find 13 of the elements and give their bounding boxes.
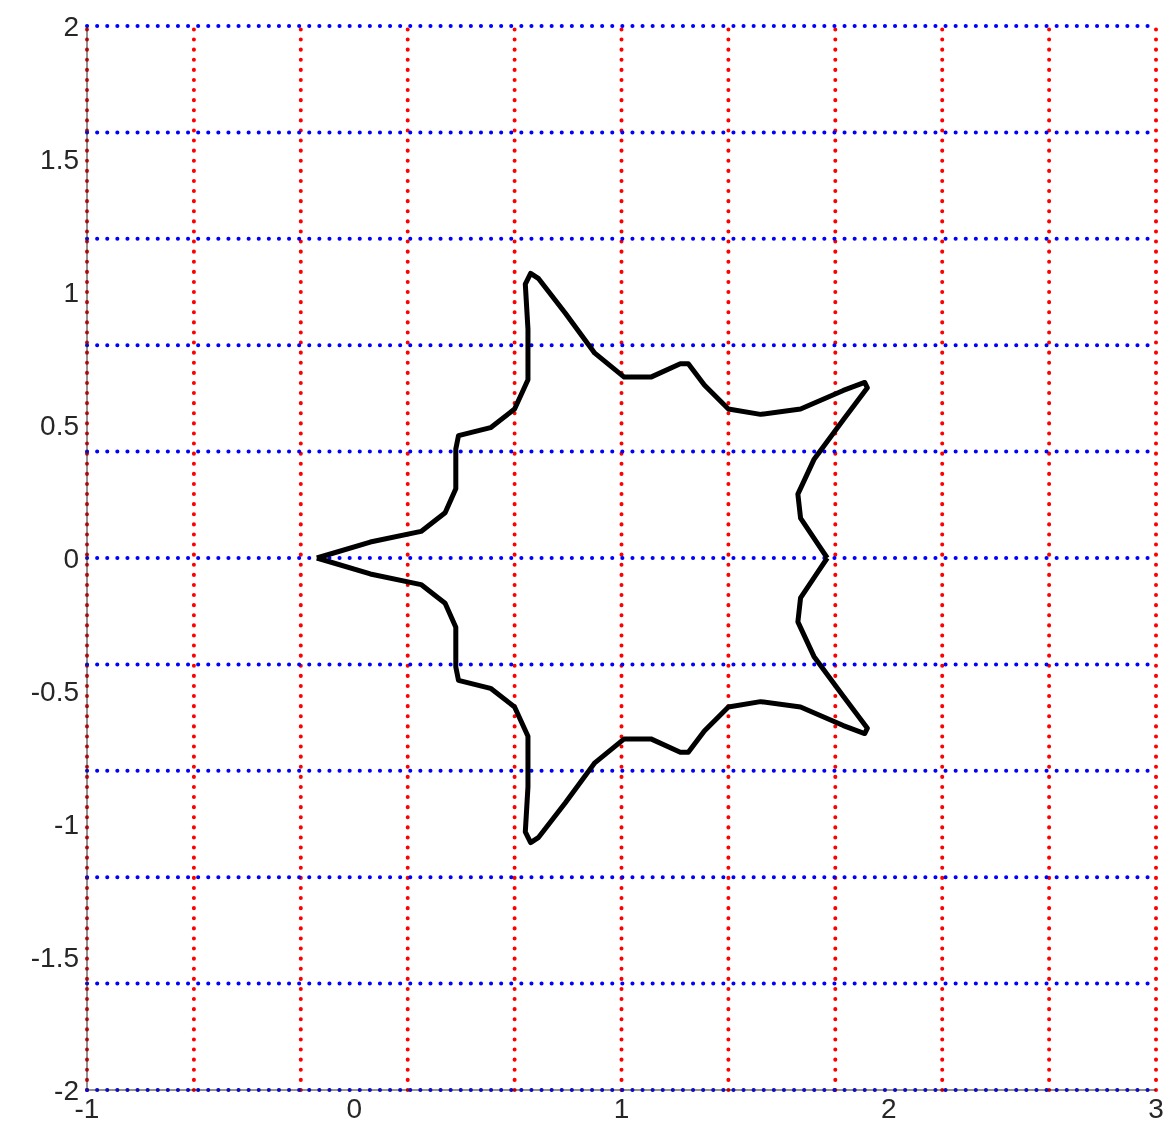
y-tick-label: 1.5 [40,143,79,175]
y-tick-label: -0.5 [30,675,79,707]
y-tick-label: 1 [63,276,79,308]
x-tick-label: 3 [1148,1092,1164,1124]
y-tick-label: 0 [63,542,79,574]
y-tick-label: 2 [63,10,79,42]
y-tick-label: -2 [54,1074,79,1106]
y-tick-label: 0.5 [40,409,79,441]
x-tick-label: 0 [346,1092,363,1124]
x-tick-label: 1 [613,1092,630,1124]
x-tick-label: 2 [880,1092,897,1124]
y-tick-label: -1 [54,808,79,840]
y-tick-label: -1.5 [30,941,79,973]
